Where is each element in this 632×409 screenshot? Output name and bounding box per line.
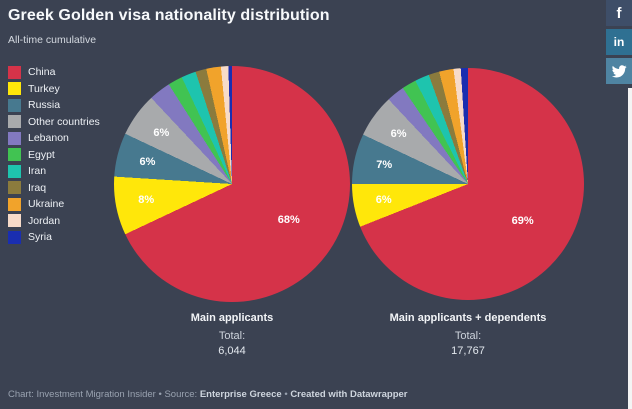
- legend-swatch: [8, 214, 21, 228]
- chart-credit: Chart: Investment Migration Insider: [8, 389, 156, 400]
- pie-slice-label-russia: 7%: [376, 159, 393, 172]
- social-share-bar: f in: [606, 0, 632, 84]
- legend-item-iran: Iran: [8, 163, 100, 180]
- twitter-share-icon[interactable]: [606, 58, 632, 84]
- pie-chart-main-applicants: 68% 8% 6% 6%: [114, 66, 350, 302]
- caption-main-applicants-dependents: Main applicants + dependents Total: 17,7…: [352, 312, 584, 357]
- legend-label: Egypt: [28, 148, 55, 161]
- chart-subtitle: All-time cumulative: [8, 34, 97, 46]
- facebook-share-icon[interactable]: f: [606, 0, 632, 26]
- total-value: 17,767: [451, 345, 485, 357]
- legend-label: Jordan: [28, 214, 61, 227]
- legend-item-iraq: Iraq: [8, 180, 100, 197]
- legend-item-china: China: [8, 64, 100, 81]
- pie-slice-label-china: 69%: [511, 215, 534, 228]
- caption-main-applicants: Main applicants Total: 6,044: [114, 312, 350, 357]
- pie-chart-main-applicants-dependents: 69% 6% 7% 6%: [352, 68, 584, 300]
- total-value: 6,044: [218, 345, 246, 357]
- pie-slice-label-russia: 6%: [139, 156, 156, 169]
- legend-item-lebanon: Lebanon: [8, 130, 100, 147]
- pie-slice-label-turkey: 8%: [138, 194, 155, 207]
- linkedin-share-icon[interactable]: in: [606, 29, 632, 55]
- chart-legend: China Turkey Russia Other countries Lebanon E…: [8, 64, 100, 246]
- legend-label: Ukraine: [28, 198, 65, 211]
- legend-label: Lebanon: [28, 132, 69, 145]
- twitter-bird-icon: [611, 64, 627, 77]
- page-title: Greek Golden visa nationality distributi…: [8, 7, 330, 24]
- pie-slice-label-turkey: 6%: [375, 194, 392, 207]
- total-label: Total:: [218, 330, 246, 342]
- source-name: Enterprise Greece: [199, 389, 282, 400]
- legend-swatch: [8, 98, 21, 112]
- pie-slice-label-other-countries: 6%: [153, 126, 170, 139]
- legend-swatch: [8, 181, 21, 195]
- legend-item-egypt: Egypt: [8, 147, 100, 164]
- legend-label: Other countries: [28, 115, 100, 128]
- legend-swatch: [8, 148, 21, 162]
- separator: •: [281, 389, 291, 400]
- legend-item-jordan: Jordan: [8, 213, 100, 230]
- legend-item-turkey: Turkey: [8, 81, 100, 98]
- legend-swatch: [8, 82, 21, 96]
- legend-swatch: [8, 197, 21, 211]
- legend-swatch: [8, 230, 21, 244]
- legend-swatch: [8, 115, 21, 129]
- separator: •: [155, 389, 165, 400]
- legend-swatch: [8, 131, 21, 145]
- legend-label: Iraq: [28, 181, 47, 194]
- legend-item-ukraine: Ukraine: [8, 196, 100, 213]
- legend-item-syria: Syria: [8, 229, 100, 246]
- legend-swatch: [8, 65, 21, 79]
- pie-slice-label-china: 68%: [277, 214, 300, 227]
- legend-label: Iran: [28, 165, 47, 178]
- pie-title: Main applicants + dependents: [389, 312, 547, 324]
- legend-label: Russia: [28, 99, 61, 112]
- pie-slice-label-other-countries: 6%: [390, 127, 407, 140]
- legend-item-russia: Russia: [8, 97, 100, 114]
- source-label: Source:: [164, 389, 200, 400]
- legend-label: China: [28, 66, 56, 79]
- chart-attribution: Chart: Investment Migration Insider • So…: [8, 389, 408, 400]
- legend-item-other-countries: Other countries: [8, 114, 100, 131]
- total-label: Total:: [454, 330, 482, 342]
- datawrapper-credit: Created with Datawrapper: [290, 389, 408, 400]
- legend-label: Turkey: [28, 82, 60, 95]
- page-background-edge: [628, 88, 632, 409]
- legend-label: Syria: [28, 231, 52, 244]
- pie-title: Main applicants: [190, 312, 274, 324]
- legend-swatch: [8, 164, 21, 178]
